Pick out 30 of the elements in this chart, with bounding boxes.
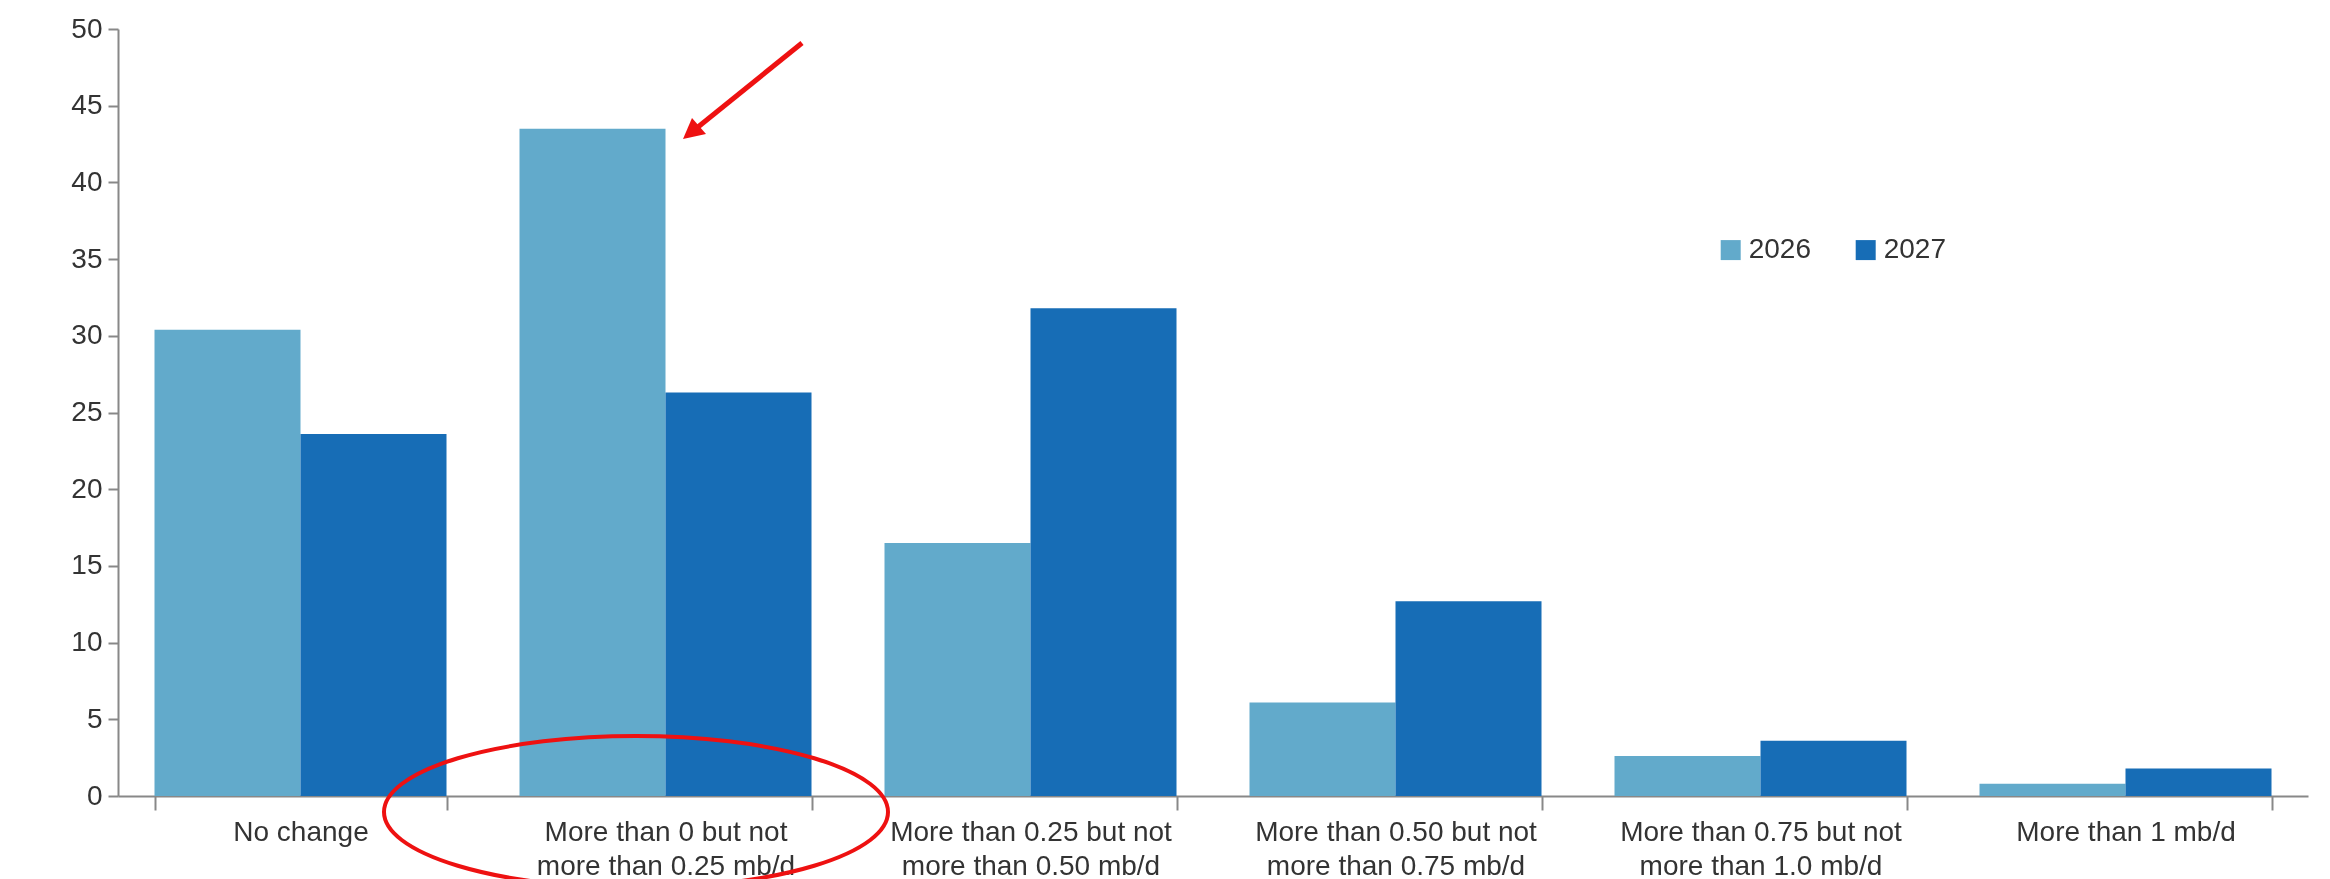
y-tick-label: 25	[71, 396, 103, 427]
x-tick-label: More than 0.75 but not more than 1.0 mb/d	[1620, 815, 1903, 879]
bar	[1030, 308, 1177, 796]
y-tick-label: 5	[86, 702, 103, 734]
bar	[519, 128, 666, 796]
y-tick-label: 15	[71, 549, 103, 581]
y-tick-label: 30	[71, 319, 103, 351]
x-tick-label: More than 1 mb/d	[2016, 815, 2236, 847]
x-tick-label: More than 0.25 but not more than 0.50 mb/d	[890, 815, 1173, 879]
bar	[884, 542, 1031, 796]
bar	[665, 392, 812, 796]
bar	[1249, 702, 1396, 796]
legend-label: 2026	[1748, 233, 1811, 265]
bar	[1979, 783, 2126, 796]
y-tick-label: 35	[71, 242, 103, 274]
y-tick-label: 40	[71, 165, 103, 197]
y-tick-label: 45	[71, 89, 103, 121]
x-tick-label: More than 0.50 but not more than 0.75 mb/d	[1255, 815, 1538, 879]
bar	[1760, 740, 1907, 796]
y-tick-label: 50	[71, 12, 103, 44]
bar	[2125, 768, 2272, 796]
x-tick-label: No change	[233, 815, 369, 847]
legend-label: 2027	[1883, 233, 1946, 265]
y-tick-label: 20	[71, 472, 103, 504]
bar	[154, 329, 301, 796]
bar	[1395, 601, 1542, 796]
bar	[1614, 756, 1761, 796]
y-tick-label: 0	[86, 779, 103, 811]
y-tick-label: 10	[71, 626, 103, 658]
bar	[300, 433, 447, 796]
